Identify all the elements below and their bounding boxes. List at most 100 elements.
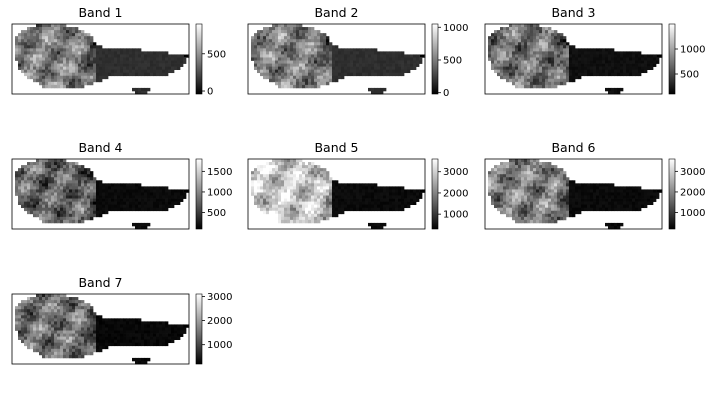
image-cell <box>572 51 576 55</box>
image-cell <box>162 192 166 196</box>
image-cell <box>566 66 570 70</box>
image-cell <box>371 225 375 230</box>
image-cell <box>503 60 507 64</box>
image-cell <box>278 72 282 77</box>
image-cell <box>275 189 279 193</box>
image-cell <box>368 51 372 55</box>
image-cell <box>506 207 510 212</box>
image-cell <box>162 330 166 334</box>
image-cell <box>635 63 639 67</box>
image-cell <box>54 210 58 215</box>
image-cell <box>377 225 381 230</box>
image-cell <box>63 294 67 298</box>
image-cell <box>302 60 306 64</box>
image-cell <box>305 48 309 52</box>
image-cell <box>87 72 91 77</box>
image-cell <box>521 189 525 193</box>
image-cell <box>386 204 390 209</box>
image-cell <box>108 72 112 77</box>
image-cell <box>515 207 519 212</box>
image-cell <box>168 201 172 205</box>
image-cell <box>132 195 136 199</box>
image-cell <box>518 39 522 43</box>
image-cell <box>530 216 534 221</box>
image-cell <box>509 162 513 166</box>
image-cell <box>105 69 109 74</box>
image-cell <box>272 54 276 58</box>
image-cell <box>42 312 46 316</box>
image-cell <box>608 192 612 196</box>
image-cell <box>272 168 276 172</box>
image-cell <box>518 54 522 58</box>
image-cell <box>51 327 55 331</box>
image-cell <box>150 186 154 190</box>
image-cell <box>290 75 294 80</box>
image-cell <box>515 27 519 31</box>
image-cell <box>275 30 279 34</box>
image-cell <box>287 30 291 34</box>
image-cell <box>147 186 151 190</box>
image-cell <box>60 168 64 172</box>
image-cell <box>551 174 555 178</box>
image-cell <box>599 48 603 52</box>
image-cell <box>518 78 522 83</box>
image-cell <box>66 57 70 61</box>
image-cell <box>144 87 148 92</box>
image-cell <box>81 45 85 49</box>
image-cell <box>554 57 558 61</box>
image-cell <box>63 297 67 301</box>
image-cell <box>308 171 312 175</box>
image-cell <box>75 75 79 80</box>
image-cell <box>117 321 121 325</box>
image-cell <box>374 72 378 77</box>
image-cell <box>611 72 615 77</box>
image-cell <box>162 66 166 70</box>
image-cell <box>42 39 46 43</box>
image-cell <box>542 183 546 187</box>
image-cell <box>488 48 492 52</box>
image-cell <box>48 297 52 301</box>
image-cell <box>54 306 58 310</box>
image-cell <box>308 57 312 61</box>
image-cell <box>126 324 130 328</box>
image-cell <box>527 168 531 172</box>
image-cell <box>66 303 70 307</box>
image-cell <box>57 39 61 43</box>
image-cell <box>374 192 378 196</box>
image-cell <box>311 174 315 178</box>
image-cell <box>57 207 61 212</box>
image-cell <box>587 198 591 202</box>
image-cell <box>165 54 169 58</box>
image-cell <box>644 60 648 64</box>
image-cell <box>575 210 579 215</box>
image-cell <box>503 189 507 193</box>
image-cell <box>554 165 558 169</box>
image-cell <box>614 204 618 209</box>
image-cell <box>302 72 306 77</box>
image-cell <box>33 75 37 80</box>
image-cell <box>545 30 549 34</box>
image-cell <box>563 171 567 175</box>
image-cell <box>111 321 115 325</box>
image-cell <box>147 201 151 205</box>
image-cell <box>39 318 43 322</box>
image-cell <box>512 78 516 83</box>
image-cell <box>518 60 522 64</box>
image-cell <box>69 81 73 86</box>
image-cell <box>24 30 28 34</box>
image-cell <box>180 54 184 58</box>
image-cell <box>488 189 492 193</box>
image-cell <box>308 192 312 196</box>
image-cell <box>72 297 76 301</box>
image-cell <box>593 189 597 193</box>
image-cell <box>45 33 49 37</box>
image-cell <box>632 195 636 199</box>
image-cell <box>272 60 276 64</box>
image-cell <box>57 297 61 301</box>
image-cell <box>260 30 264 34</box>
image-cell <box>317 45 321 49</box>
image-cell <box>515 69 519 74</box>
image-cell <box>57 201 61 205</box>
image-cell <box>500 177 504 181</box>
image-cell <box>500 51 504 55</box>
